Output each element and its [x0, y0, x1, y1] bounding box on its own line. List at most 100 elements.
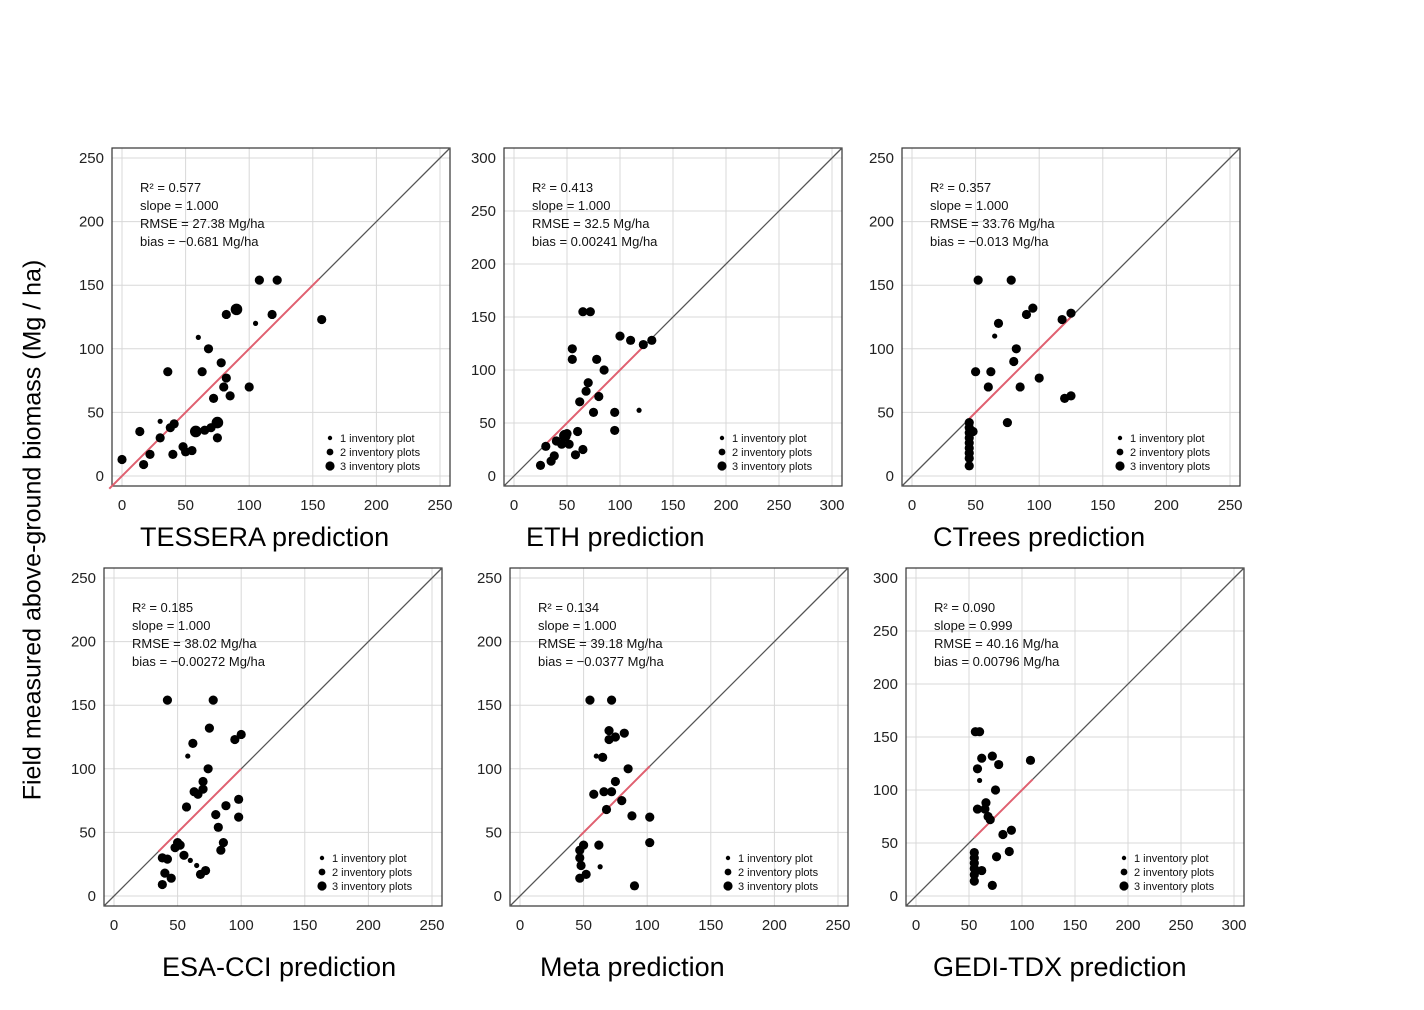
y-tick-label: 250: [471, 203, 496, 220]
stat-line: RMSE = 38.02 Mg/ha: [132, 636, 257, 651]
xlabel-ctrees: CTrees prediction: [933, 522, 1146, 552]
data-point: [216, 845, 226, 855]
stat-line: RMSE = 39.18 Mg/ha: [538, 636, 663, 651]
x-tick-label: 150: [698, 917, 723, 934]
data-point: [972, 804, 983, 814]
data-point: [645, 837, 655, 848]
stat-line: slope = 1.000: [930, 198, 1008, 213]
legend-label: 2 inventory plots: [1130, 447, 1211, 459]
x-tick-label: 100: [229, 917, 254, 934]
legend-label: 3 inventory plots: [332, 881, 413, 893]
data-point: [977, 865, 987, 876]
data-point: [236, 729, 246, 740]
y-tick-label: 100: [71, 761, 96, 778]
x-tick-label: 200: [1154, 497, 1179, 514]
plot-frame: [103, 567, 443, 907]
data-point: [175, 840, 185, 850]
y-tick-label: 50: [479, 415, 496, 432]
y-tick-label: 100: [477, 761, 502, 778]
x-tick-label: 0: [912, 917, 920, 934]
x-tick-label: 50: [575, 917, 592, 934]
scatter-plot-esa-cci: 00 50 50 100 100 150 150 200 200 250 250 R² = 0.185…: [71, 567, 445, 934]
x-tick-label: 150: [1090, 497, 1115, 514]
legend-marker: [718, 448, 726, 456]
data-point: [197, 367, 207, 377]
legend-label: 3 inventory plots: [340, 461, 421, 473]
y-tick-label: 50: [485, 824, 502, 841]
data-point: [990, 785, 1001, 795]
data-point: [160, 868, 170, 878]
data-point: [588, 407, 599, 417]
x-tick-label: 150: [1062, 917, 1087, 934]
y-tick-label: 250: [71, 570, 96, 587]
data-point: [163, 367, 173, 377]
legend-marker: [327, 435, 333, 441]
data-point: [564, 439, 574, 449]
x-tick-label: 0: [118, 497, 126, 514]
plot-frame: [509, 567, 849, 907]
data-point: [1006, 825, 1016, 835]
stat-line: bias = −0.013 Mg/ha: [930, 234, 1049, 249]
data-point: [585, 695, 595, 705]
panel-esa-cci: 0 0 50 50 100 100 150 150 200 200 250 250 R² = 0.185…: [70, 567, 450, 940]
xlabel-esa-cci: ESA-CCI prediction: [162, 952, 397, 982]
data-point: [969, 876, 979, 886]
legend-marker: [317, 881, 327, 891]
data-point: [117, 454, 127, 465]
legend-label: 3 inventory plots: [732, 461, 813, 473]
legend-label: 3 inventory plots: [738, 881, 819, 893]
data-point: [252, 320, 259, 326]
y-tick-label: 250: [873, 623, 898, 640]
data-point: [593, 753, 599, 759]
data-point: [973, 275, 983, 285]
y-tick-label: 250: [869, 150, 894, 167]
data-point: [579, 840, 589, 850]
legend-marker: [725, 855, 731, 861]
data-point: [610, 776, 620, 787]
data-point: [578, 307, 588, 317]
data-point: [617, 796, 627, 806]
data-point: [219, 382, 229, 392]
y-tick-label: 0: [890, 888, 898, 905]
data-point: [581, 386, 591, 396]
data-point: [168, 449, 178, 459]
data-point: [606, 787, 617, 797]
fit-line: [579, 765, 651, 837]
fit-line: [157, 768, 242, 853]
x-tick-label: 250: [1168, 917, 1193, 934]
legend-label: 2 inventory plots: [340, 447, 421, 459]
data-point: [977, 753, 987, 763]
x-tick-label: 0: [110, 917, 118, 934]
stat-line: bias = −0.0377 Mg/ha: [538, 654, 665, 669]
data-point: [610, 407, 620, 417]
data-point: [589, 789, 599, 799]
data-point: [969, 847, 979, 858]
y-tick-label: 300: [873, 570, 898, 587]
y-tick-label: 200: [471, 256, 496, 273]
data-point: [157, 879, 167, 890]
legend-marker: [1119, 881, 1129, 891]
data-point: [272, 275, 282, 285]
stat-line: bias = −0.681 Mg/ha: [140, 234, 259, 249]
data-point: [629, 881, 640, 891]
data-point: [181, 802, 192, 812]
x-tick-label: 150: [660, 497, 685, 514]
y-tick-label: 100: [869, 341, 894, 358]
stat-line: R² = 0.090: [934, 600, 995, 615]
legend-marker: [318, 868, 326, 876]
data-point: [567, 354, 577, 364]
xlabel-meta: Meta prediction: [540, 952, 725, 982]
data-point: [221, 373, 231, 383]
stat-line: R² = 0.185: [132, 600, 193, 615]
y-tick-label: 0: [488, 468, 496, 485]
data-point: [598, 752, 608, 762]
plot-frame: [901, 147, 1241, 487]
fit-line: [968, 316, 1072, 420]
scatter-plot-meta: 00 50 50 100 100 150 150 200 200 250 250 R² = 0.134…: [477, 567, 851, 934]
data-point: [317, 314, 327, 325]
stat-line: bias = 0.00241 Mg/ha: [532, 234, 658, 249]
x-tick-label: 250: [1217, 497, 1242, 514]
data-point: [597, 864, 603, 870]
data-point: [992, 333, 998, 339]
y-tick-label: 0: [88, 888, 96, 905]
